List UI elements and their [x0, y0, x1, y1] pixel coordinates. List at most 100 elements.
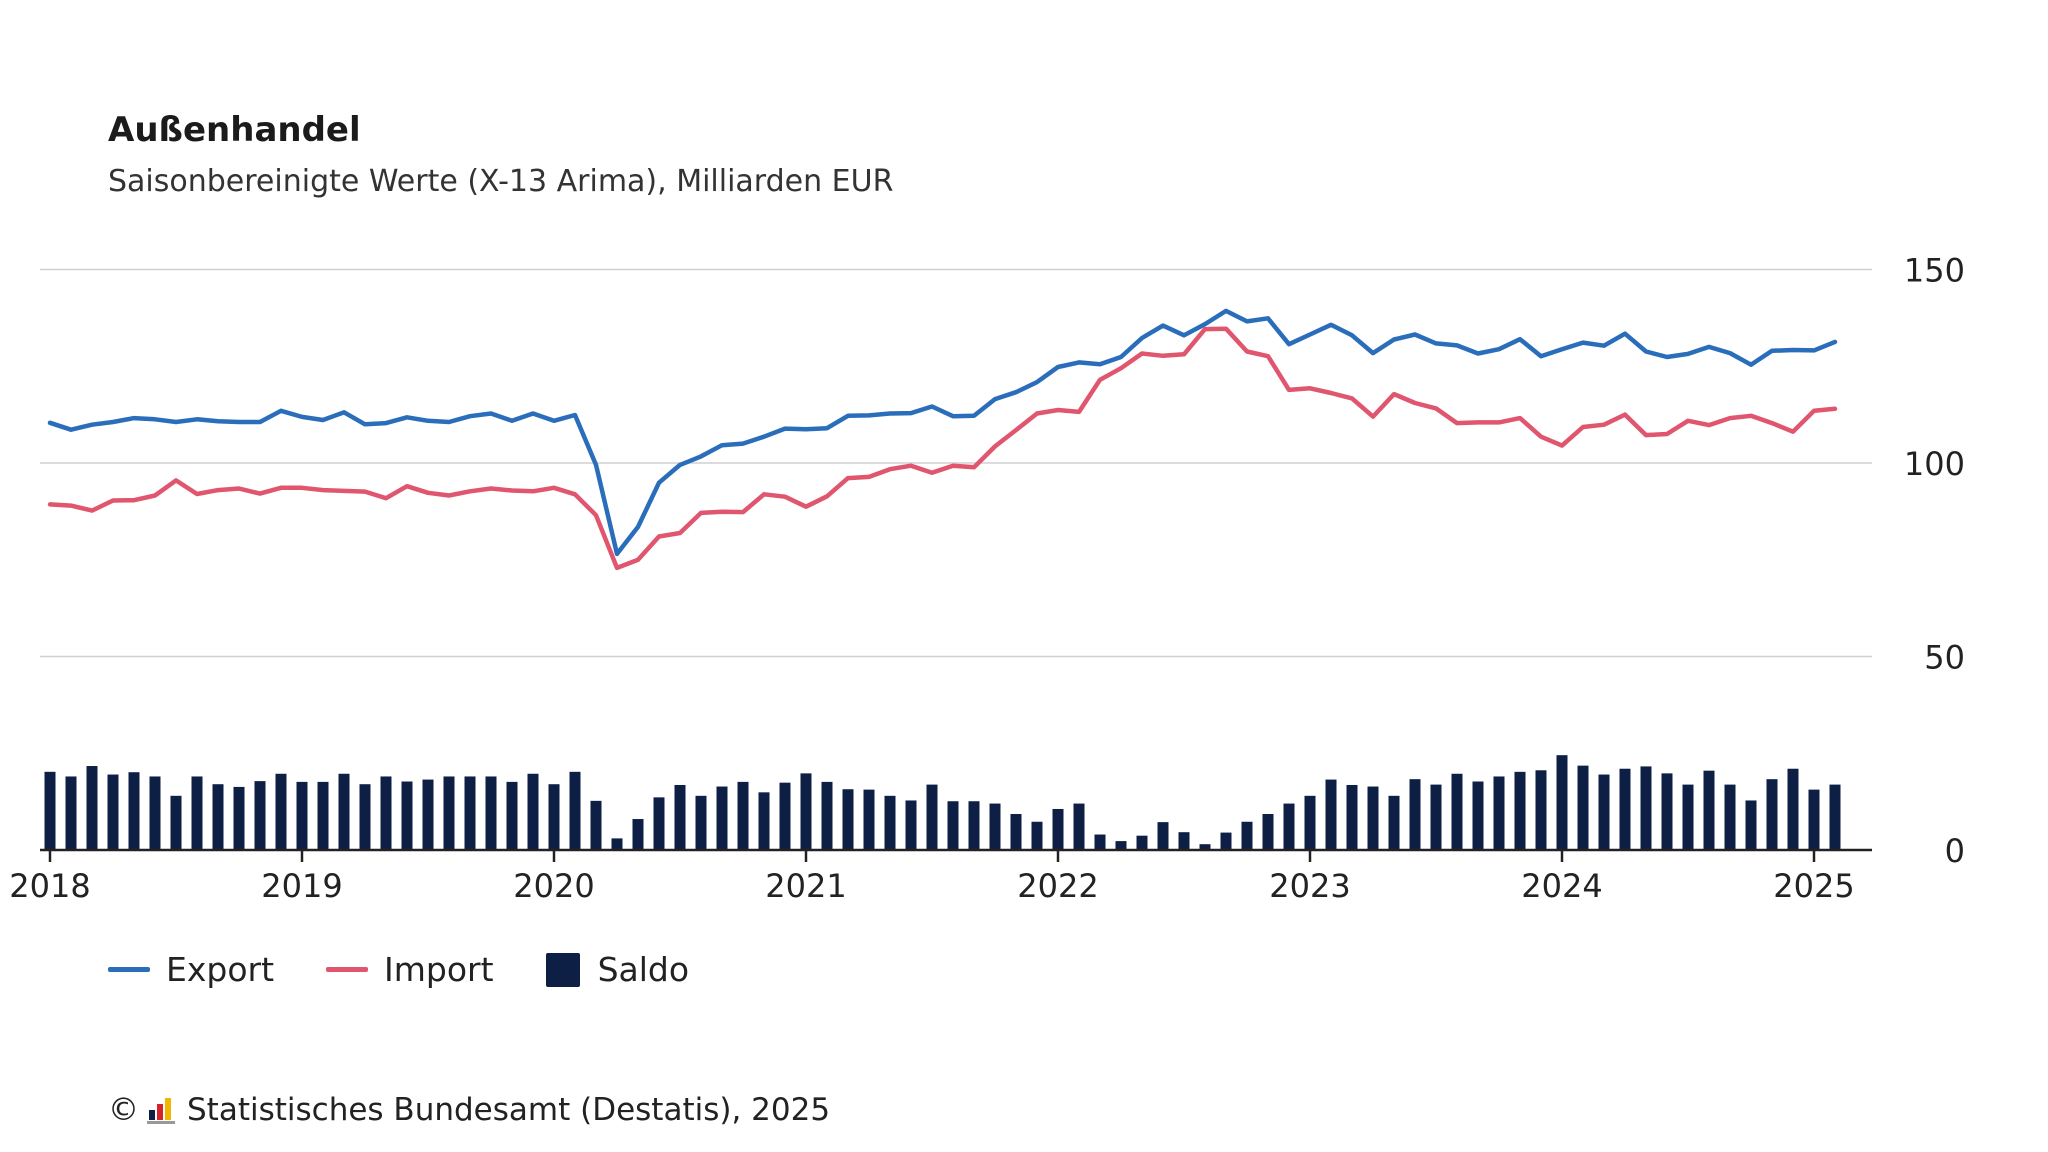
y-tick-label-50: 50	[1924, 639, 1965, 677]
chart-title: Außenhandel	[108, 110, 361, 150]
saldo-bar	[548, 784, 560, 850]
saldo-bar	[1703, 770, 1715, 850]
saldo-bar	[1472, 781, 1484, 850]
saldo-bar	[758, 792, 770, 850]
saldo-bar	[632, 819, 644, 850]
saldo-bar	[485, 776, 497, 850]
saldo-bar	[254, 781, 266, 850]
saldo-bar	[590, 800, 602, 850]
saldo-bar	[884, 795, 896, 850]
saldo-bar	[821, 781, 833, 850]
legend-label-import: Import	[384, 950, 494, 989]
saldo-bar	[1766, 779, 1778, 850]
legend-label-export: Export	[166, 950, 275, 989]
saldo-bars	[44, 755, 1841, 850]
x-tick-label-2021: 2021	[765, 867, 846, 905]
saldo-bar	[464, 776, 476, 850]
saldo-bar	[212, 784, 224, 850]
saldo-bar	[1661, 773, 1673, 850]
saldo-bar	[1514, 771, 1526, 850]
saldo-bar	[1556, 755, 1568, 850]
x-tick-label-2018: 2018	[9, 867, 90, 905]
x-tick-label-2025: 2025	[1773, 867, 1854, 905]
saldo-bar	[1199, 844, 1211, 850]
saldo-bar	[1157, 822, 1169, 850]
saldo-bar	[905, 800, 917, 850]
saldo-bar	[1619, 768, 1631, 850]
saldo-bar	[1262, 814, 1274, 850]
copyright-symbol: ©	[108, 1092, 139, 1128]
legend-swatch-saldo	[545, 952, 580, 987]
saldo-bar	[1346, 784, 1358, 850]
saldo-bar	[674, 784, 686, 850]
saldo-bar	[1367, 786, 1379, 850]
x-tick-label-2020: 2020	[513, 867, 594, 905]
saldo-bar	[1535, 770, 1547, 850]
chart-subtitle: Saisonbereinigte Werte (X-13 Arima), Mil…	[108, 164, 894, 199]
saldo-bar	[926, 784, 938, 850]
saldo-bar	[779, 782, 791, 850]
saldo-bar	[1325, 779, 1337, 850]
saldo-bar	[401, 781, 413, 850]
saldo-bar	[1745, 800, 1757, 850]
legend-label-saldo: Saldo	[597, 950, 690, 989]
x-tick-label-2023: 2023	[1269, 867, 1350, 905]
saldo-bar	[1808, 789, 1820, 850]
saldo-bar	[422, 779, 434, 850]
saldo-bar	[1430, 784, 1442, 850]
saldo-bar	[1304, 795, 1316, 850]
saldo-bar	[149, 776, 161, 850]
series-line-export	[47, 308, 1838, 557]
x-tick-label-2019: 2019	[261, 867, 342, 905]
saldo-bar	[170, 795, 182, 850]
saldo-bar	[443, 776, 455, 850]
x-tick-label-2024: 2024	[1521, 867, 1602, 905]
saldo-bar	[947, 801, 959, 850]
saldo-bar	[1178, 832, 1190, 850]
saldo-bar	[44, 771, 56, 850]
y-tick-label-100: 100	[1904, 445, 1965, 483]
saldo-bar	[716, 786, 728, 850]
grid-lines	[40, 268, 1872, 658]
source-text: Statistisches Bundesamt (Destatis), 2025	[187, 1092, 831, 1128]
x-tick-labels: 2018 2019 2020 2021 2022 2023 2024 2025	[9, 867, 1854, 905]
saldo-bar	[86, 766, 98, 850]
saldo-bar	[380, 776, 392, 850]
saldo-bar	[611, 838, 623, 850]
saldo-bar	[359, 784, 371, 850]
saldo-bar	[338, 773, 350, 850]
saldo-bar	[1724, 784, 1736, 850]
saldo-bar	[863, 789, 875, 850]
saldo-bar	[800, 773, 812, 850]
legend-item-export: Export	[108, 950, 274, 989]
saldo-bar	[65, 776, 77, 850]
saldo-bar	[1031, 821, 1043, 850]
saldo-bar	[1640, 766, 1652, 850]
saldo-bar	[128, 772, 140, 850]
saldo-bar	[989, 803, 1001, 850]
x-axis	[40, 848, 1872, 862]
saldo-bar	[1493, 776, 1505, 850]
saldo-bar	[233, 786, 245, 850]
saldo-bar	[1136, 835, 1148, 850]
saldo-bar	[1577, 765, 1589, 850]
line-series	[47, 308, 1838, 571]
x-tick-label-2022: 2022	[1017, 867, 1098, 905]
legend-swatch-import	[326, 967, 369, 972]
y-tick-label-0: 0	[1945, 832, 1965, 870]
saldo-bar	[842, 789, 854, 850]
saldo-bar	[695, 795, 707, 850]
series-line-import	[47, 326, 1838, 571]
saldo-bar	[1052, 808, 1064, 850]
saldo-bar	[1220, 832, 1232, 850]
legend-swatch-export	[108, 967, 150, 972]
saldo-bar	[1787, 768, 1799, 850]
saldo-bar	[1451, 773, 1463, 850]
saldo-bar	[1241, 821, 1253, 850]
saldo-bar	[1598, 774, 1610, 850]
saldo-bar	[191, 776, 203, 850]
saldo-bar	[968, 801, 980, 850]
source-footer: © Statistisches Bundesamt (Destatis), 20…	[108, 1092, 830, 1128]
saldo-bar	[1010, 814, 1022, 850]
legend-item-saldo: Saldo	[545, 950, 690, 989]
